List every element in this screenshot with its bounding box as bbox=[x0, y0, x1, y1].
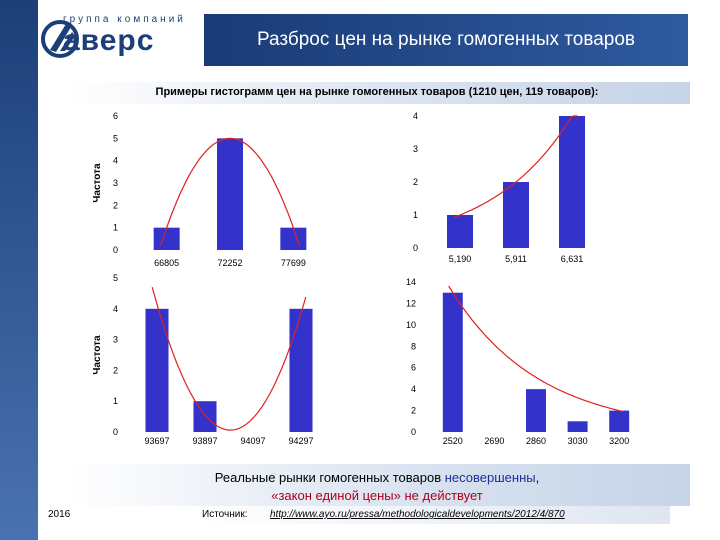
y-tick-label: 3 bbox=[113, 178, 118, 188]
bar bbox=[193, 401, 217, 432]
y-tick-label: 1 bbox=[113, 396, 118, 406]
trend-line bbox=[151, 287, 307, 431]
bar bbox=[609, 410, 630, 432]
trend-line bbox=[454, 115, 578, 218]
bar bbox=[217, 138, 243, 250]
y-tick-label: 2 bbox=[413, 177, 418, 187]
x-tick-label: 6,631 bbox=[561, 254, 584, 264]
conclusion-text-c: , bbox=[535, 470, 540, 485]
bar bbox=[559, 116, 585, 248]
x-tick-label: 2860 bbox=[526, 436, 546, 446]
logo-subtext: группа компаний bbox=[63, 14, 186, 25]
y-tick-label: 3 bbox=[413, 144, 418, 154]
source-link[interactable]: http://www.ayo.ru/pressa/methodologicald… bbox=[270, 509, 565, 520]
bar bbox=[442, 292, 463, 432]
x-tick-label: 5,911 bbox=[505, 254, 527, 264]
x-tick-label: 94297 bbox=[288, 436, 313, 446]
y-axis-label: Частота bbox=[92, 335, 103, 375]
y-tick-label: 4 bbox=[113, 304, 118, 314]
bar bbox=[567, 421, 588, 432]
x-tick-label: 5,190 bbox=[449, 254, 472, 264]
left-accent-bar bbox=[0, 0, 38, 540]
slide-title: Разброс цен на рынке гомогенных товаров bbox=[256, 29, 636, 50]
y-tick-label: 0 bbox=[411, 427, 416, 437]
y-tick-label: 5 bbox=[113, 273, 118, 283]
conclusion-text-a: Реальные рынки гомогенных товаров bbox=[214, 470, 445, 485]
bar bbox=[526, 389, 546, 432]
y-tick-label: 1 bbox=[113, 223, 118, 233]
x-tick-label: 3030 bbox=[568, 436, 588, 446]
bar bbox=[145, 308, 169, 432]
x-tick-label: 3200 bbox=[609, 436, 629, 446]
y-tick-label: 14 bbox=[406, 277, 416, 287]
y-tick-label: 6 bbox=[411, 363, 416, 373]
y-tick-label: 6 bbox=[113, 111, 118, 121]
y-tick-label: 5 bbox=[113, 133, 118, 143]
conclusion-line-1: Реальные рынки гомогенных товаров несове… bbox=[64, 470, 690, 485]
company-logo bbox=[40, 8, 190, 66]
conclusion-line-2: «закон единой цены» не действует bbox=[271, 488, 483, 503]
y-tick-label: 4 bbox=[411, 384, 416, 394]
source-bar: Источник: http://www.ayo.ru/pressa/metho… bbox=[196, 506, 670, 524]
logo-emblem-icon bbox=[41, 20, 79, 58]
y-tick-label: 1 bbox=[413, 210, 418, 220]
trend-line bbox=[159, 137, 301, 247]
y-tick-label: 10 bbox=[406, 320, 416, 330]
x-tick-label: 77699 bbox=[281, 258, 306, 268]
x-tick-label: 94097 bbox=[240, 436, 265, 446]
bar bbox=[289, 308, 313, 432]
y-tick-label: 0 bbox=[413, 243, 418, 253]
slide-title-bar: Разброс цен на рынке гомогенных товаров bbox=[204, 14, 688, 66]
subtitle-text: Примеры гистограмм цен на рынке гомогенн… bbox=[155, 86, 599, 98]
y-tick-label: 0 bbox=[113, 427, 118, 437]
y-tick-label: 2 bbox=[411, 406, 416, 416]
year-label: 2016 bbox=[48, 509, 71, 520]
y-tick-label: 4 bbox=[413, 111, 418, 121]
trend-line bbox=[448, 285, 624, 413]
logo-wordmark: аверс bbox=[63, 24, 155, 57]
bar bbox=[280, 227, 307, 250]
subtitle-bar: Примеры гистограмм цен на рынке гомогенн… bbox=[64, 82, 690, 104]
x-tick-label: 2520 bbox=[443, 436, 463, 446]
y-tick-label: 4 bbox=[113, 156, 118, 166]
x-tick-label: 72252 bbox=[217, 258, 242, 268]
x-tick-label: 2690 bbox=[484, 436, 504, 446]
y-tick-label: 2 bbox=[113, 200, 118, 210]
bar bbox=[153, 227, 180, 250]
y-tick-label: 0 bbox=[113, 245, 118, 255]
x-tick-label: 93897 bbox=[192, 436, 217, 446]
y-tick-label: 3 bbox=[113, 335, 118, 345]
y-tick-label: 8 bbox=[411, 341, 416, 351]
y-axis-label: Частота bbox=[92, 163, 103, 203]
conclusion-highlight: несовершенны bbox=[444, 470, 536, 485]
bar bbox=[447, 215, 473, 248]
x-tick-label: 93697 bbox=[144, 436, 169, 446]
bar bbox=[503, 182, 529, 248]
source-label: Источник: bbox=[202, 509, 248, 520]
x-tick-label: 66805 bbox=[154, 258, 179, 268]
y-tick-label: 12 bbox=[406, 298, 416, 308]
conclusion-bar: Реальные рынки гомогенных товаров несове… bbox=[64, 464, 690, 506]
y-tick-label: 2 bbox=[113, 365, 118, 375]
